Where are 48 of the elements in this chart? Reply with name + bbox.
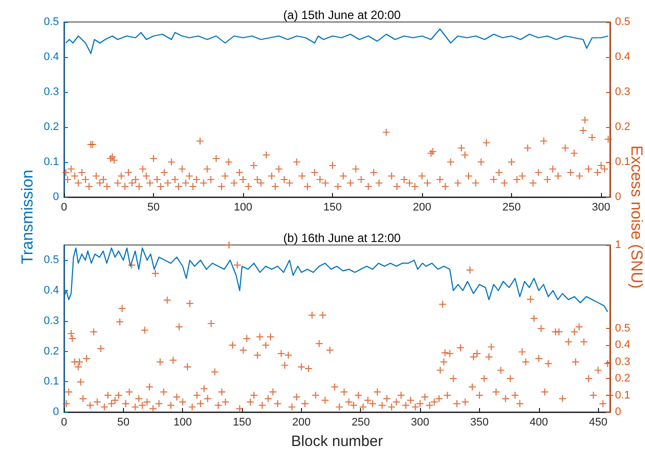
y2-tick-label: 0.1 xyxy=(615,156,630,168)
y2-tick-label: 0.5 xyxy=(615,16,630,28)
x-tick-label: 100 xyxy=(174,416,192,428)
y2-tick-label: 0.3 xyxy=(615,86,630,98)
y2-tick-label: 0 xyxy=(615,406,622,418)
y2-tick-label: 0.2 xyxy=(615,121,630,133)
y-tick-label: 0.5 xyxy=(44,16,59,28)
x-tick-label: 150 xyxy=(232,416,252,428)
y2-tick-label: 0.4 xyxy=(615,339,630,352)
x-tick-label: 200 xyxy=(292,416,311,428)
y2-tick-label: 0 xyxy=(615,191,622,203)
y-tick-label: 0 xyxy=(52,191,59,203)
y-tick-label: 0.1 xyxy=(44,156,59,168)
y-tick-label: 0.4 xyxy=(44,51,59,63)
x-axis-title: Block number xyxy=(291,433,383,450)
x-tick-label: 350 xyxy=(470,416,489,428)
y2-tick-label: 0.2 xyxy=(615,372,630,385)
x-tick-label: 250 xyxy=(502,202,521,214)
y2-tick-label: 0.3 xyxy=(615,356,630,368)
y-tick-label: 0.4 xyxy=(44,284,59,297)
y2-tick-label: 0.4 xyxy=(615,51,630,63)
x-tick-label: 200 xyxy=(412,202,432,214)
y-tick-label: 0.2 xyxy=(44,345,59,358)
x-tick-label: 0 xyxy=(60,202,68,214)
line-series xyxy=(63,247,608,312)
x-tick-label: 150 xyxy=(323,202,342,214)
x-tick-label: 50 xyxy=(147,202,160,214)
x-tick-label: 450 xyxy=(588,416,608,428)
y-tick-label: 0.1 xyxy=(44,376,59,388)
x-tick-label: 50 xyxy=(117,416,130,428)
y2-tick-label: 0.1 xyxy=(615,389,630,402)
x-tick-label: 250 xyxy=(352,416,370,428)
y-tick-label: 0 xyxy=(52,406,59,418)
x-tick-label: 100 xyxy=(234,202,252,214)
chart-title: (b) 16th June at 12:00 xyxy=(283,231,402,245)
y2-tick-label: 1 xyxy=(615,239,622,251)
chart-title: (a) 15th June at 20:00 xyxy=(283,8,402,22)
x-tick-label: 400 xyxy=(530,416,548,428)
x-tick-label: 0 xyxy=(60,416,68,428)
line-series xyxy=(65,28,609,54)
y-tick-label: 0.2 xyxy=(44,121,59,133)
y-tick-label: 0.3 xyxy=(44,314,59,327)
y-tick-label: 0.5 xyxy=(44,254,59,266)
y-axis-title: Transmission xyxy=(20,170,36,264)
y-tick-label: 0.3 xyxy=(44,86,59,98)
y2-tick-label: 0.5 xyxy=(615,322,630,334)
x-tick-label: 300 xyxy=(592,202,610,214)
x-tick-label: 300 xyxy=(410,416,430,428)
